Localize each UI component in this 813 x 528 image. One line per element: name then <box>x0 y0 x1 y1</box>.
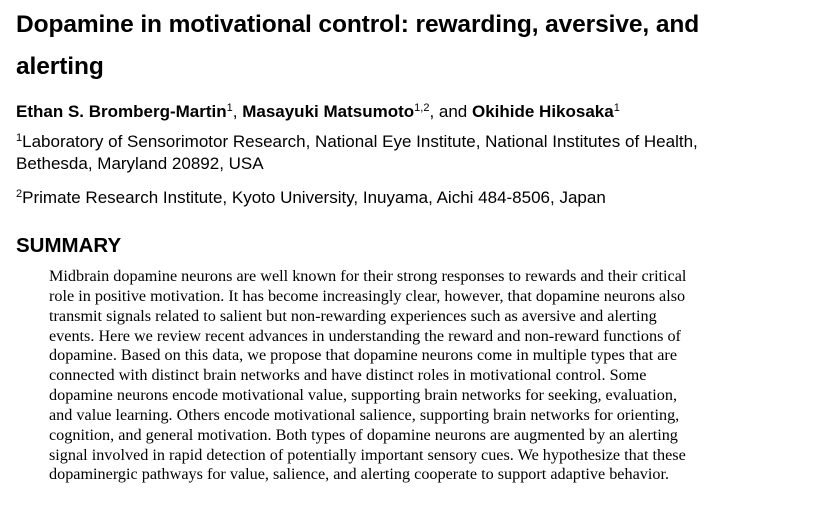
author-separator: , and <box>429 102 472 121</box>
summary-line: Midbrain dopamine neurons are well known… <box>49 267 687 285</box>
affiliation-1: 1Laboratory of Sensorimotor Research, Na… <box>16 131 796 175</box>
author-affiliation-marker: 1,2 <box>414 102 430 114</box>
summary-line: connected with distinct brain networks a… <box>49 366 647 385</box>
summary-line: transmit signals related to salient but … <box>49 306 657 325</box>
author-affiliation-marker: 1 <box>613 102 620 114</box>
summary-line: dopaminergic pathways for value, salienc… <box>49 465 670 484</box>
summary-line: role in positive motivation. It has beco… <box>49 286 686 305</box>
affiliation-2-line-1: Primate Research Institute, Kyoto Univer… <box>22 188 606 207</box>
paper-title-line-2: alerting <box>16 53 104 80</box>
paper-title-line-1: Dopamine in motivational control: reward… <box>16 11 700 38</box>
paper-title: Dopamine in motivational control: reward… <box>16 4 796 88</box>
summary-line: cognition, and general motivation. Both … <box>49 425 678 444</box>
affiliation-marker: 1 <box>16 132 23 144</box>
summary-line: and value learning. Others encode motiva… <box>49 405 680 424</box>
author-list: Ethan S. Bromberg-Martin1, Masayuki Mats… <box>16 101 620 123</box>
author-name: Ethan S. Bromberg-Martin <box>16 102 227 121</box>
affiliation-1-line-1: Laboratory of Sensorimotor Research, Nat… <box>22 132 698 151</box>
summary-line: dopamine neurons encode motivational val… <box>49 386 678 405</box>
affiliation-marker: 2 <box>16 188 23 200</box>
author-separator: , <box>232 102 243 121</box>
summary-line: dopamine. Based on this data, we propose… <box>49 346 678 365</box>
summary-line: signal involved in rapid detection of po… <box>49 445 686 464</box>
author-name: Masayuki Matsumoto <box>242 102 415 121</box>
author-affiliation-marker: 1 <box>226 102 233 114</box>
summary-paragraph: Midbrain dopamine neurons are well known… <box>49 267 809 485</box>
author-name: Okihide Hikosaka <box>471 102 614 121</box>
affiliation-2: 2Primate Research Institute, Kyoto Unive… <box>16 187 796 209</box>
summary-heading: SUMMARY <box>16 234 122 257</box>
summary-line: events. Here we review recent advances i… <box>49 326 681 345</box>
affiliation-1-line-2: Bethesda, Maryland 20892, USA <box>16 154 264 173</box>
